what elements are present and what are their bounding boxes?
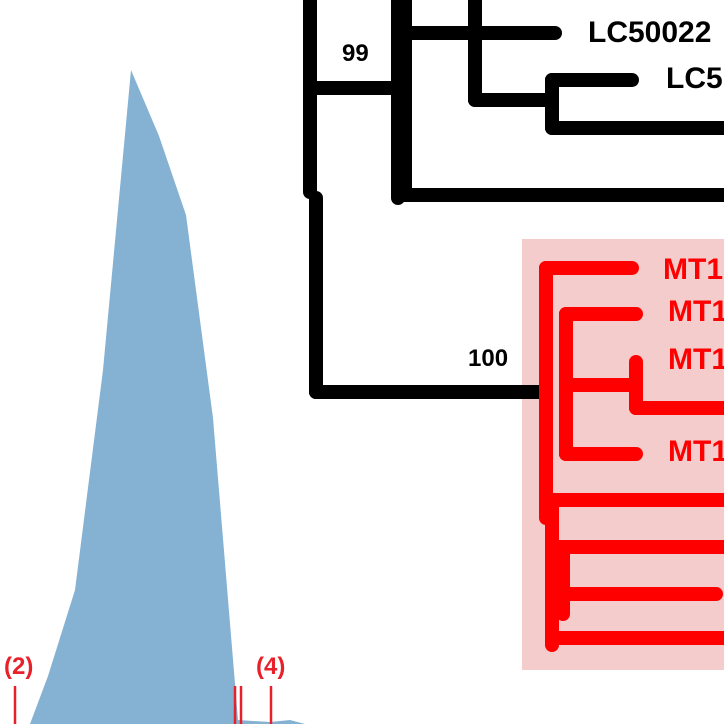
marker-label-2: (2) [4, 653, 33, 680]
tree-black-branches [303, 0, 724, 399]
distribution-markers: (2) (4) [4, 653, 285, 724]
bootstrap-label-99: 99 [342, 40, 369, 67]
density-shape [30, 70, 305, 724]
tip-label-lc50022: LC50022 [588, 16, 711, 49]
clade-tip-label-4: MT1 [668, 435, 724, 468]
bootstrap-label-100: 100 [468, 345, 508, 372]
tree-red-branches [539, 261, 724, 652]
clade-tip-label-3: MT1 [668, 343, 724, 376]
clade-tip-label-2: MT1 [668, 295, 724, 328]
tip-label-lc5: LC5 [666, 62, 723, 95]
clade-tip-label-1: MT1 [663, 253, 723, 286]
marker-label-4: (4) [256, 653, 285, 680]
